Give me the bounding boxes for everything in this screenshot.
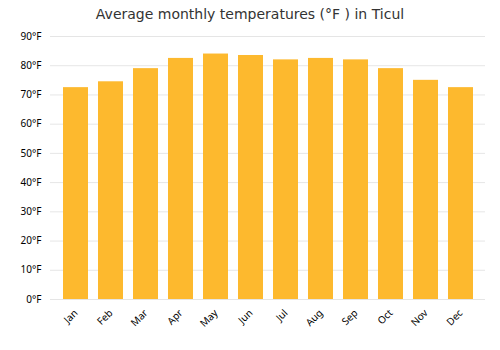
svg-text:0°F: 0°F: [26, 292, 41, 306]
svg-text:50°F: 50°F: [21, 146, 42, 160]
svg-text:Nov: Nov: [407, 305, 431, 329]
svg-text:Sep: Sep: [338, 306, 360, 328]
svg-text:Oct: Oct: [374, 306, 396, 328]
svg-text:Jul: Jul: [272, 306, 291, 325]
svg-text:Feb: Feb: [93, 306, 115, 328]
svg-text:Mar: Mar: [127, 306, 150, 329]
svg-text:30°F: 30°F: [21, 204, 42, 218]
svg-text:May: May: [196, 305, 221, 330]
svg-text:90°F: 90°F: [21, 29, 42, 43]
svg-text:Jan: Jan: [60, 306, 81, 327]
svg-text:Dec: Dec: [443, 306, 466, 329]
svg-text:60°F: 60°F: [21, 116, 42, 130]
svg-text:Jun: Jun: [234, 306, 255, 327]
svg-text:70°F: 70°F: [21, 87, 42, 101]
html-text:Average monthly temperatures (: Average monthly temperatures (°F ) in Ti…: [95, 6, 405, 22]
svg-text:Aug: Aug: [302, 306, 325, 329]
svg-text:Apr: Apr: [164, 306, 186, 328]
svg-text:80°F: 80°F: [21, 58, 42, 72]
svg-text:10°F: 10°F: [21, 262, 42, 276]
svg-text:40°F: 40°F: [21, 175, 42, 189]
svg-text:20°F: 20°F: [21, 233, 42, 247]
